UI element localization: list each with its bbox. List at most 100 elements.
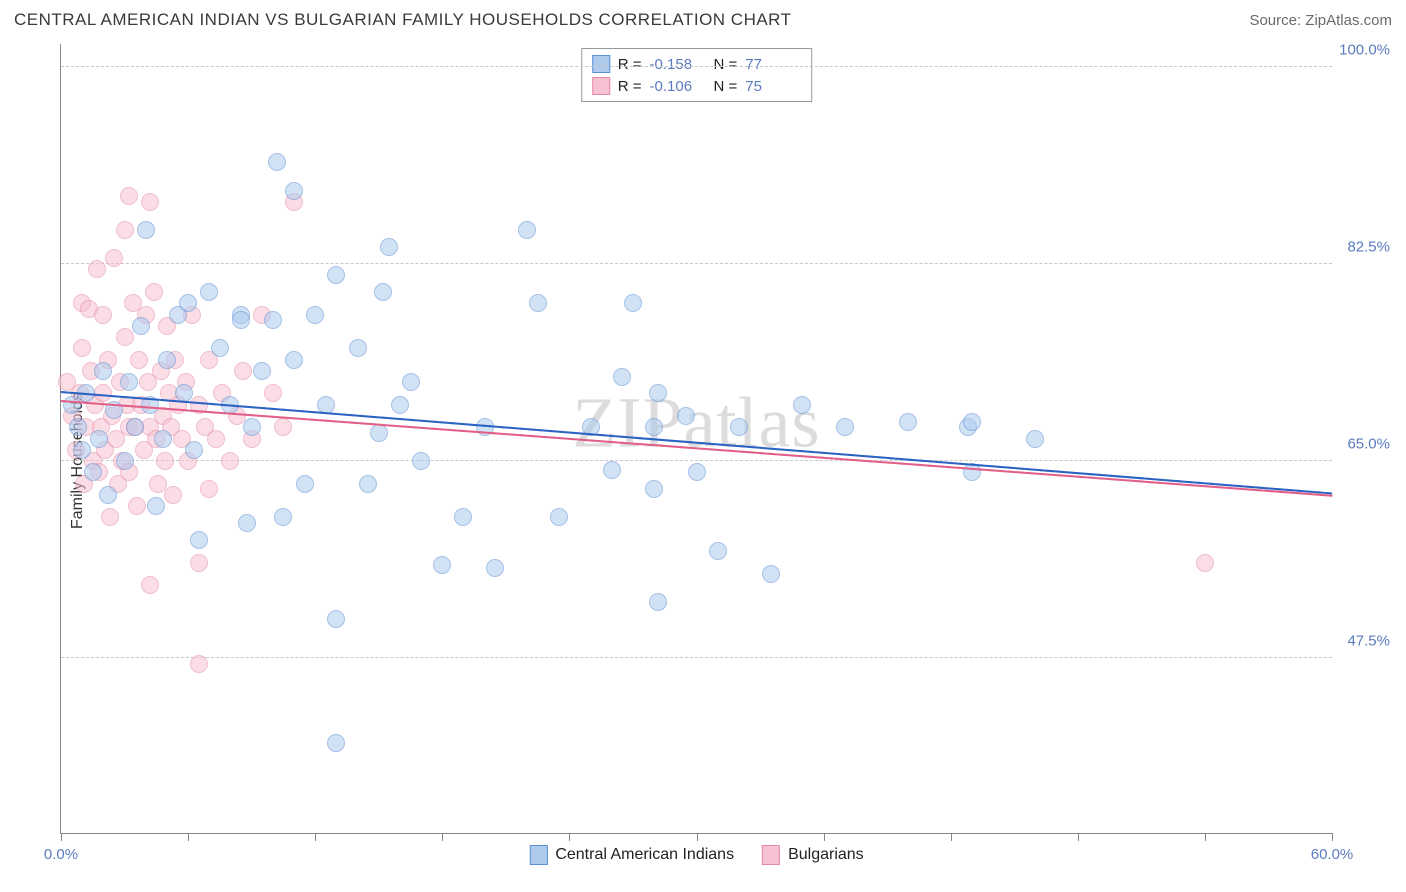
data-point: [63, 396, 81, 414]
legend-swatch: [592, 77, 610, 95]
data-point: [190, 531, 208, 549]
r-label: R =: [618, 56, 642, 73]
data-point: [232, 311, 250, 329]
data-point: [486, 559, 504, 577]
watermark: ZIPatlas: [573, 381, 821, 464]
data-point: [327, 610, 345, 628]
data-point: [147, 497, 165, 515]
data-point: [518, 221, 536, 239]
data-point: [238, 514, 256, 532]
legend-swatch: [592, 55, 610, 73]
data-point: [529, 294, 547, 312]
r-value: -0.106: [650, 78, 706, 95]
gridline: [61, 460, 1332, 461]
x-tick: [1332, 833, 1333, 841]
data-point: [145, 283, 163, 301]
data-point: [99, 486, 117, 504]
data-point: [677, 407, 695, 425]
data-point: [132, 317, 150, 335]
n-label: N =: [714, 56, 738, 73]
data-point: [613, 368, 631, 386]
data-point: [762, 565, 780, 583]
y-tick-label: 65.0%: [1347, 436, 1390, 453]
data-point: [164, 486, 182, 504]
data-point: [402, 373, 420, 391]
data-point: [645, 418, 663, 436]
chart-area: Family Households ZIPatlas R =-0.158N =7…: [14, 44, 1392, 878]
data-point: [624, 294, 642, 312]
data-point: [185, 441, 203, 459]
data-point: [649, 593, 667, 611]
data-point: [211, 339, 229, 357]
data-point: [90, 430, 108, 448]
data-point: [268, 153, 286, 171]
data-point: [234, 362, 252, 380]
data-point: [412, 452, 430, 470]
source-attribution: Source: ZipAtlas.com: [1249, 12, 1392, 29]
data-point: [274, 418, 292, 436]
data-point: [105, 249, 123, 267]
data-point: [137, 221, 155, 239]
x-tick-label: 60.0%: [1311, 846, 1354, 863]
data-point: [116, 452, 134, 470]
data-point: [285, 351, 303, 369]
data-point: [899, 413, 917, 431]
n-value: 77: [745, 56, 801, 73]
data-point: [190, 655, 208, 673]
data-point: [327, 266, 345, 284]
data-point: [200, 283, 218, 301]
data-point: [116, 328, 134, 346]
data-point: [158, 351, 176, 369]
data-point: [88, 260, 106, 278]
data-point: [73, 441, 91, 459]
legend-item: Bulgarians: [762, 845, 864, 865]
x-tick: [61, 833, 62, 841]
gridline: [61, 263, 1332, 264]
data-point: [130, 351, 148, 369]
data-point: [190, 554, 208, 572]
stats-row: R =-0.106N =75: [592, 75, 802, 97]
data-point: [380, 238, 398, 256]
gridline: [61, 66, 1332, 67]
data-point: [730, 418, 748, 436]
data-point: [179, 294, 197, 312]
data-point: [285, 182, 303, 200]
data-point: [116, 221, 134, 239]
data-point: [1196, 554, 1214, 572]
y-tick-label: 100.0%: [1339, 41, 1390, 58]
data-point: [391, 396, 409, 414]
data-point: [141, 193, 159, 211]
data-point: [374, 283, 392, 301]
data-point: [370, 424, 388, 442]
data-point: [688, 463, 706, 481]
legend-label: Bulgarians: [788, 846, 864, 864]
stats-row: R =-0.158N =77: [592, 53, 802, 75]
data-point: [73, 339, 91, 357]
data-point: [793, 396, 811, 414]
data-point: [264, 384, 282, 402]
data-point: [963, 413, 981, 431]
x-tick: [951, 833, 952, 841]
x-tick: [1205, 833, 1206, 841]
data-point: [101, 508, 119, 526]
data-point: [709, 542, 727, 560]
legend-item: Central American Indians: [529, 845, 734, 865]
legend-swatch: [762, 845, 780, 865]
data-point: [454, 508, 472, 526]
data-point: [84, 463, 102, 481]
plot-region: ZIPatlas R =-0.158N =77R =-0.106N =75 Ce…: [60, 44, 1332, 834]
stats-legend-box: R =-0.158N =77R =-0.106N =75: [581, 48, 813, 102]
legend-swatch: [529, 845, 547, 865]
data-point: [327, 734, 345, 752]
trend-line: [61, 400, 1332, 497]
x-tick: [697, 833, 698, 841]
y-tick-label: 82.5%: [1347, 238, 1390, 255]
data-point: [128, 497, 146, 515]
data-point: [550, 508, 568, 526]
data-point: [603, 461, 621, 479]
r-label: R =: [618, 78, 642, 95]
data-point: [264, 311, 282, 329]
data-point: [433, 556, 451, 574]
data-point: [156, 452, 174, 470]
data-point: [94, 362, 112, 380]
